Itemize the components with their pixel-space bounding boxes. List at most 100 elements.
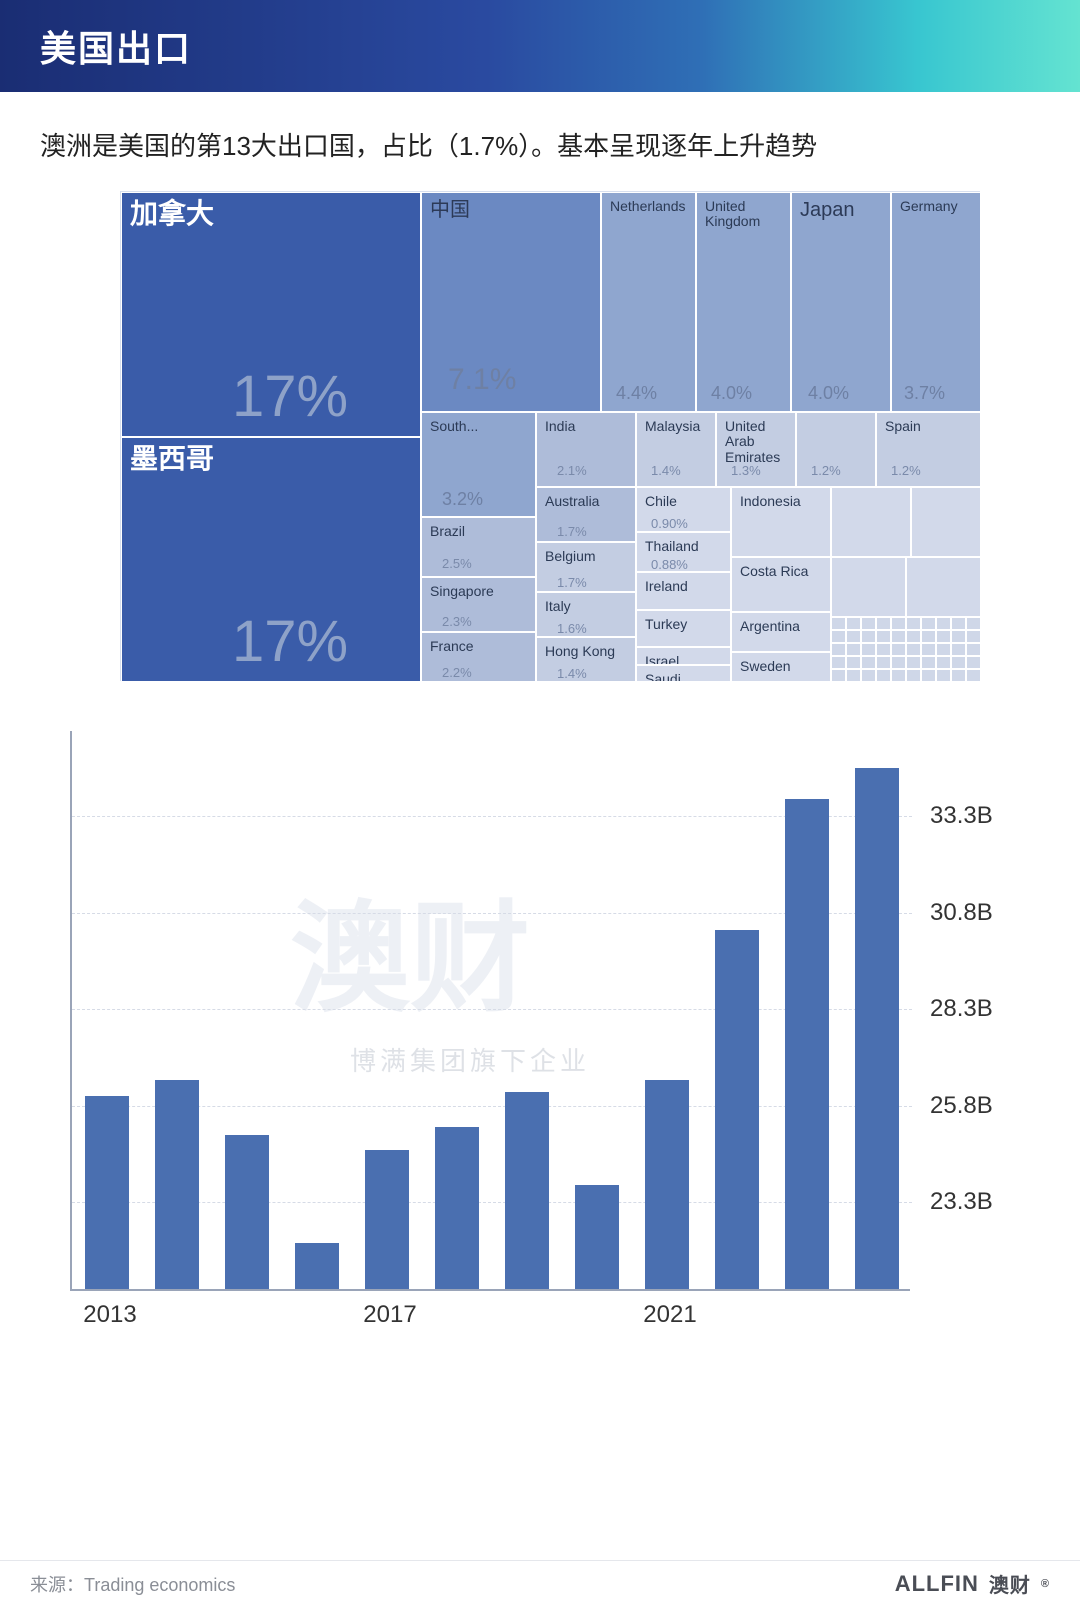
header-band: 美国出口 [0,0,1080,92]
treemap-cell-value: 3.2% [442,489,483,510]
treemap-cell-label: Malaysia [645,419,707,434]
treemap-cell-value: 1.6% [557,621,587,636]
treemap-cell-label: Hong Kong [545,644,627,659]
brand-reg: ® [1041,1578,1050,1590]
treemap-cell: Indonesia [731,487,831,557]
brand-cn: 澳财 [989,1569,1031,1598]
treemap-cell-label: Japan [800,199,882,221]
treemap-cell-value: 2.3% [442,614,472,629]
treemap-cell: Sweden [731,652,831,682]
subtitle-text: 澳洲是美国的第13大出口国，占比（1.7%）。基本呈现逐年上升趋势 [0,92,1080,191]
treemap-cell: Israel [636,647,731,665]
treemap-cell-value: 1.2% [811,463,841,478]
treemap-cell-label: Israel [645,654,722,665]
treemap-cell: Thailand 0.88% [636,532,731,572]
treemap-cell: Malaysia 1.4% [636,412,716,487]
bar-xlabel: 2021 [643,1301,696,1329]
treemap-cell-label: Singapore [430,584,527,599]
page-title: 美国出口 [40,20,192,72]
footer: 来源：Trading economics ALLFIN 澳财 ® [0,1560,1080,1606]
bar [575,1185,618,1289]
treemap-cell: Belgium 1.7% [536,542,636,592]
treemap-cell: France2.2% [421,632,536,682]
treemap-cell-label: Belgium [545,549,627,564]
brand-logo: ALLFIN 澳财 ® [895,1569,1050,1598]
treemap-cell [831,487,911,557]
treemap-cell: Chile 0.90% [636,487,731,532]
treemap-cell-value: 7.1% [448,363,516,397]
treemap-cell: 中国 7.1% [421,192,601,412]
bar [295,1243,338,1289]
bar [155,1080,198,1289]
treemap-cell-label: Indonesia [740,494,822,509]
treemap-cell-value: 3.7% [904,383,945,404]
treemap-cell-value: 2.5% [442,556,472,571]
treemap-cell: 加拿大 17% [121,192,421,437]
treemap-cell: Costa Rica [731,557,831,612]
treemap-cell-label: Italy [545,599,627,614]
bar-ylabel: 28.3B [930,995,993,1023]
treemap-cell: Japan4.0% [791,192,891,412]
treemap-cell: Australia 1.7% [536,487,636,542]
treemap-cell-label: Netherlands [610,199,687,214]
bar [85,1096,128,1289]
treemap-cell: Germany 3.7% [891,192,981,412]
treemap-cell-label: 墨西哥 [130,444,412,475]
treemap-cell-label: India [545,419,627,434]
treemap-cell: Ireland [636,572,731,610]
treemap-cell-label: United Arab Emirates [725,419,787,465]
page: 美国出口 澳洲是美国的第13大出口国，占比（1.7%）。基本呈现逐年上升趋势 加… [0,0,1080,1606]
bar-chart: 澳财 博满集团旗下企业 23.3B25.8B28.3B30.8B33.3B201… [70,731,1010,1371]
treemap-cell-label: Saudi Arabia [645,672,722,682]
treemap-cell: Argentina [731,612,831,652]
treemap-cell-value: 4.4% [616,383,657,404]
bar-ylabel: 25.8B [930,1092,993,1120]
treemap-chart: 加拿大 17% 墨西哥 17% 中国 7.1% Netherlands 4.4% United … [120,191,980,681]
bar [645,1080,688,1289]
bar-ylabel: 33.3B [930,802,993,830]
treemap-cell: 1.2% [796,412,876,487]
treemap-cell-value: 1.2% [891,463,921,478]
treemap-cell-value: 0.90% [651,516,688,531]
treemap-cell-label: 加拿大 [130,199,412,230]
treemap-cell-label: Thailand [645,539,722,554]
treemap-cell: India 2.1% [536,412,636,487]
brand-en: ALLFIN [895,1571,979,1597]
treemap-cell-value: 4.0% [711,383,752,404]
bar [225,1135,268,1289]
source-label: 来源：Trading economics [30,1571,235,1597]
bar-plot-area [70,731,910,1291]
treemap-cell: Singapore 2.3% [421,577,536,632]
treemap-cell-value: 17% [232,363,348,430]
treemap-cell-value: 1.7% [557,524,587,539]
treemap-cell-value: 1.4% [651,463,681,478]
treemap-cell-label: Costa Rica [740,564,822,579]
treemap-cell-label: Chile [645,494,722,509]
bar [505,1092,548,1289]
treemap-cell: United Arab Emirates1.3% [716,412,796,487]
treemap-cell: Brazil2.5% [421,517,536,577]
bar [855,768,898,1289]
treemap-cell-value: 1.7% [557,575,587,590]
treemap-tiny-cluster [831,617,981,682]
treemap-cell-value: 2.2% [442,665,472,680]
bar-xlabel: 2017 [363,1301,416,1329]
bar [435,1127,478,1289]
treemap-cell: Turkey [636,610,731,647]
treemap-cell-value: 2.1% [557,463,587,478]
treemap-cell-label: South... [430,419,527,434]
treemap-cell-label: Ireland [645,579,722,594]
treemap-cell-value: 0.88% [651,557,688,572]
treemap-cell-label: Australia [545,494,627,509]
treemap-cell: Saudi Arabia [636,665,731,682]
treemap-cell-label: Germany [900,199,972,214]
treemap-cell-value: 17% [232,608,348,675]
treemap-cell [831,557,906,617]
bar-ylabel: 30.8B [930,899,993,927]
treemap-cell-value: 1.3% [731,463,761,478]
treemap-cell-label: United Kingdom [705,199,782,230]
treemap-cell: 墨西哥 17% [121,437,421,682]
treemap-cell-label: 中国 [430,199,592,221]
bar-ylabel: 23.3B [930,1188,993,1216]
treemap-cell: Spain1.2% [876,412,981,487]
